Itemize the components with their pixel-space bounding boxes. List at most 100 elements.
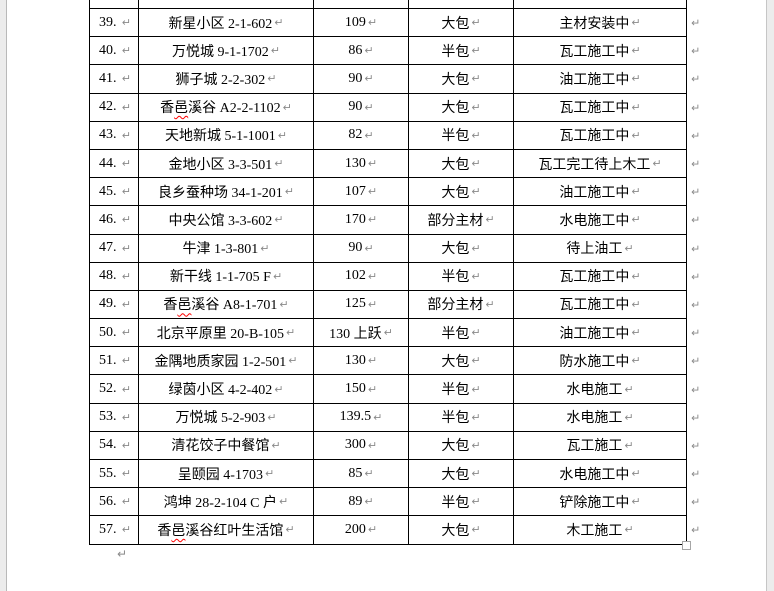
- cell-package[interactable]: 大包 ↵: [409, 65, 514, 94]
- cell-area[interactable]: 139.5 ↵: [314, 403, 409, 432]
- cell-status[interactable]: 水电施工 ↵: [514, 375, 687, 404]
- cell-status[interactable]: 瓦工完工待上木工 ↵: [514, 149, 687, 179]
- cell-status[interactable]: 待上油工 ↵: [514, 234, 687, 263]
- cell-number[interactable]: 43. ↵: [89, 121, 139, 150]
- cell-area[interactable]: 130 ↵: [314, 149, 409, 179]
- cell-number[interactable]: 56. ↵: [89, 488, 139, 517]
- cell-area[interactable]: 125 ↵: [314, 290, 409, 320]
- cell-name[interactable]: 狮子城 2-2-302 ↵: [139, 65, 314, 94]
- cell-name[interactable]: 鸿坤 28-2-104 C 户 ↵: [139, 488, 314, 517]
- cell-package[interactable]: 大包 ↵: [409, 93, 514, 122]
- cell-status[interactable]: [514, 0, 687, 8]
- cell-name[interactable]: [139, 0, 314, 8]
- cell-number[interactable]: 41. ↵: [89, 65, 139, 94]
- cell-status[interactable]: 水电施工 ↵: [514, 403, 687, 432]
- cell-package[interactable]: 大包 ↵: [409, 234, 514, 263]
- cell-area[interactable]: 300 ↵: [314, 431, 409, 460]
- cell-area[interactable]: 90 ↵: [314, 93, 409, 122]
- cell-name[interactable]: 新星小区 2-1-602 ↵: [139, 9, 314, 38]
- cell-name[interactable]: 新干线 1-1-705 F ↵: [139, 262, 314, 291]
- cell-name[interactable]: 香邑溪谷 A2-2-1102 ↵: [139, 93, 314, 122]
- cell-number[interactable]: [89, 0, 139, 8]
- cell-package[interactable]: 部分主材 ↵: [409, 206, 514, 235]
- cell-area[interactable]: 102 ↵: [314, 262, 409, 291]
- cell-number[interactable]: 47. ↵: [89, 234, 139, 263]
- cell-package[interactable]: 半包 ↵: [409, 37, 514, 66]
- cell-package[interactable]: [409, 0, 514, 8]
- cell-name[interactable]: 金地小区 3-3-501 ↵: [139, 149, 314, 179]
- cell-area[interactable]: 200 ↵: [314, 516, 409, 545]
- cell-number[interactable]: 51. ↵: [89, 347, 139, 376]
- cell-package[interactable]: 大包 ↵: [409, 9, 514, 38]
- cell-status[interactable]: 瓦工施工中 ↵: [514, 121, 687, 150]
- cell-area[interactable]: 82 ↵: [314, 121, 409, 150]
- table-resize-handle[interactable]: [682, 541, 691, 550]
- cell-area[interactable]: 130 上跃 ↵: [314, 319, 409, 348]
- cell-package[interactable]: 半包 ↵: [409, 319, 514, 348]
- cell-number[interactable]: 54. ↵: [89, 431, 139, 460]
- cell-number[interactable]: 55. ↵: [89, 460, 139, 489]
- cell-number[interactable]: 48. ↵: [89, 262, 139, 291]
- cell-package[interactable]: 大包 ↵: [409, 178, 514, 207]
- cell-package[interactable]: 半包 ↵: [409, 121, 514, 150]
- cell-status[interactable]: 防水施工中 ↵: [514, 347, 687, 376]
- cell-package[interactable]: 大包 ↵: [409, 460, 514, 489]
- cell-area[interactable]: 170 ↵: [314, 206, 409, 235]
- cell-status[interactable]: 木工施工 ↵: [514, 516, 687, 545]
- cell-number[interactable]: 45. ↵: [89, 178, 139, 207]
- cell-number[interactable]: 42. ↵: [89, 93, 139, 122]
- cell-area[interactable]: 150 ↵: [314, 375, 409, 404]
- cell-status[interactable]: 油工施工中 ↵: [514, 65, 687, 94]
- cell-name[interactable]: 呈颐园 4-1703 ↵: [139, 460, 314, 489]
- cell-package[interactable]: 大包 ↵: [409, 431, 514, 460]
- cell-name[interactable]: 万悦城 5-2-903 ↵: [139, 403, 314, 432]
- cell-area[interactable]: 86 ↵: [314, 37, 409, 66]
- cell-package[interactable]: 半包 ↵: [409, 375, 514, 404]
- cell-package[interactable]: 大包 ↵: [409, 347, 514, 376]
- cell-name[interactable]: 万悦城 9-1-1702 ↵: [139, 37, 314, 66]
- cell-status[interactable]: 油工施工中 ↵: [514, 178, 687, 207]
- cell-number[interactable]: 44. ↵: [89, 149, 139, 179]
- cell-name[interactable]: 良乡蚕种场 34-1-201 ↵: [139, 178, 314, 207]
- cell-area[interactable]: 109 ↵: [314, 9, 409, 38]
- cell-name[interactable]: 金隅地质家园 1-2-501 ↵: [139, 347, 314, 376]
- cell-status[interactable]: 铲除施工中 ↵: [514, 488, 687, 517]
- cell-area[interactable]: 90 ↵: [314, 65, 409, 94]
- cell-name[interactable]: 北京平原里 20-B-105 ↵: [139, 319, 314, 348]
- cell-package[interactable]: 半包 ↵: [409, 403, 514, 432]
- cell-name[interactable]: 绿茵小区 4-2-402 ↵: [139, 375, 314, 404]
- cell-name[interactable]: 清花饺子中餐馆 ↵: [139, 431, 314, 460]
- cell-package[interactable]: 大包 ↵: [409, 149, 514, 179]
- cell-area[interactable]: [314, 0, 409, 8]
- cell-name[interactable]: 香邑溪谷红叶生活馆 ↵: [139, 516, 314, 545]
- cell-name[interactable]: 天地新城 5-1-1001 ↵: [139, 121, 314, 150]
- cell-number[interactable]: 39. ↵: [89, 9, 139, 38]
- cell-area[interactable]: 85 ↵: [314, 460, 409, 489]
- cell-number[interactable]: 53. ↵: [89, 403, 139, 432]
- cell-number[interactable]: 50. ↵: [89, 319, 139, 348]
- cell-name[interactable]: 香邑溪谷 A8-1-701 ↵: [139, 290, 314, 320]
- cell-status[interactable]: 水电施工中 ↵: [514, 206, 687, 235]
- cell-area[interactable]: 90 ↵: [314, 234, 409, 263]
- cell-status[interactable]: 瓦工施工中 ↵: [514, 37, 687, 66]
- cell-status[interactable]: 主材安装中 ↵: [514, 9, 687, 38]
- cell-status[interactable]: 油工施工中 ↵: [514, 319, 687, 348]
- cell-name[interactable]: 牛津 1-3-801 ↵: [139, 234, 314, 263]
- cell-package[interactable]: 大包 ↵: [409, 516, 514, 545]
- cell-status[interactable]: 瓦工施工 ↵: [514, 431, 687, 460]
- cell-number[interactable]: 52. ↵: [89, 375, 139, 404]
- cell-number[interactable]: 40. ↵: [89, 37, 139, 66]
- document-page[interactable]: 39. ↵ 新星小区 2-1-602 ↵ 109 ↵ 大包 ↵ 主材安装中 ↵ …: [6, 0, 767, 591]
- cell-area[interactable]: 89 ↵: [314, 488, 409, 517]
- cell-status[interactable]: 水电施工中 ↵: [514, 460, 687, 489]
- cell-name[interactable]: 中央公馆 3-3-602 ↵: [139, 206, 314, 235]
- cell-status[interactable]: 瓦工施工中 ↵: [514, 290, 687, 320]
- cell-number[interactable]: 46. ↵: [89, 206, 139, 235]
- cell-area[interactable]: 130 ↵: [314, 347, 409, 376]
- cell-package[interactable]: 半包 ↵: [409, 262, 514, 291]
- cell-number[interactable]: 57. ↵: [89, 516, 139, 545]
- cell-package[interactable]: 半包 ↵: [409, 488, 514, 517]
- cell-status[interactable]: 瓦工施工中 ↵: [514, 262, 687, 291]
- cell-area[interactable]: 107 ↵: [314, 178, 409, 207]
- cell-status[interactable]: 瓦工施工中 ↵: [514, 93, 687, 122]
